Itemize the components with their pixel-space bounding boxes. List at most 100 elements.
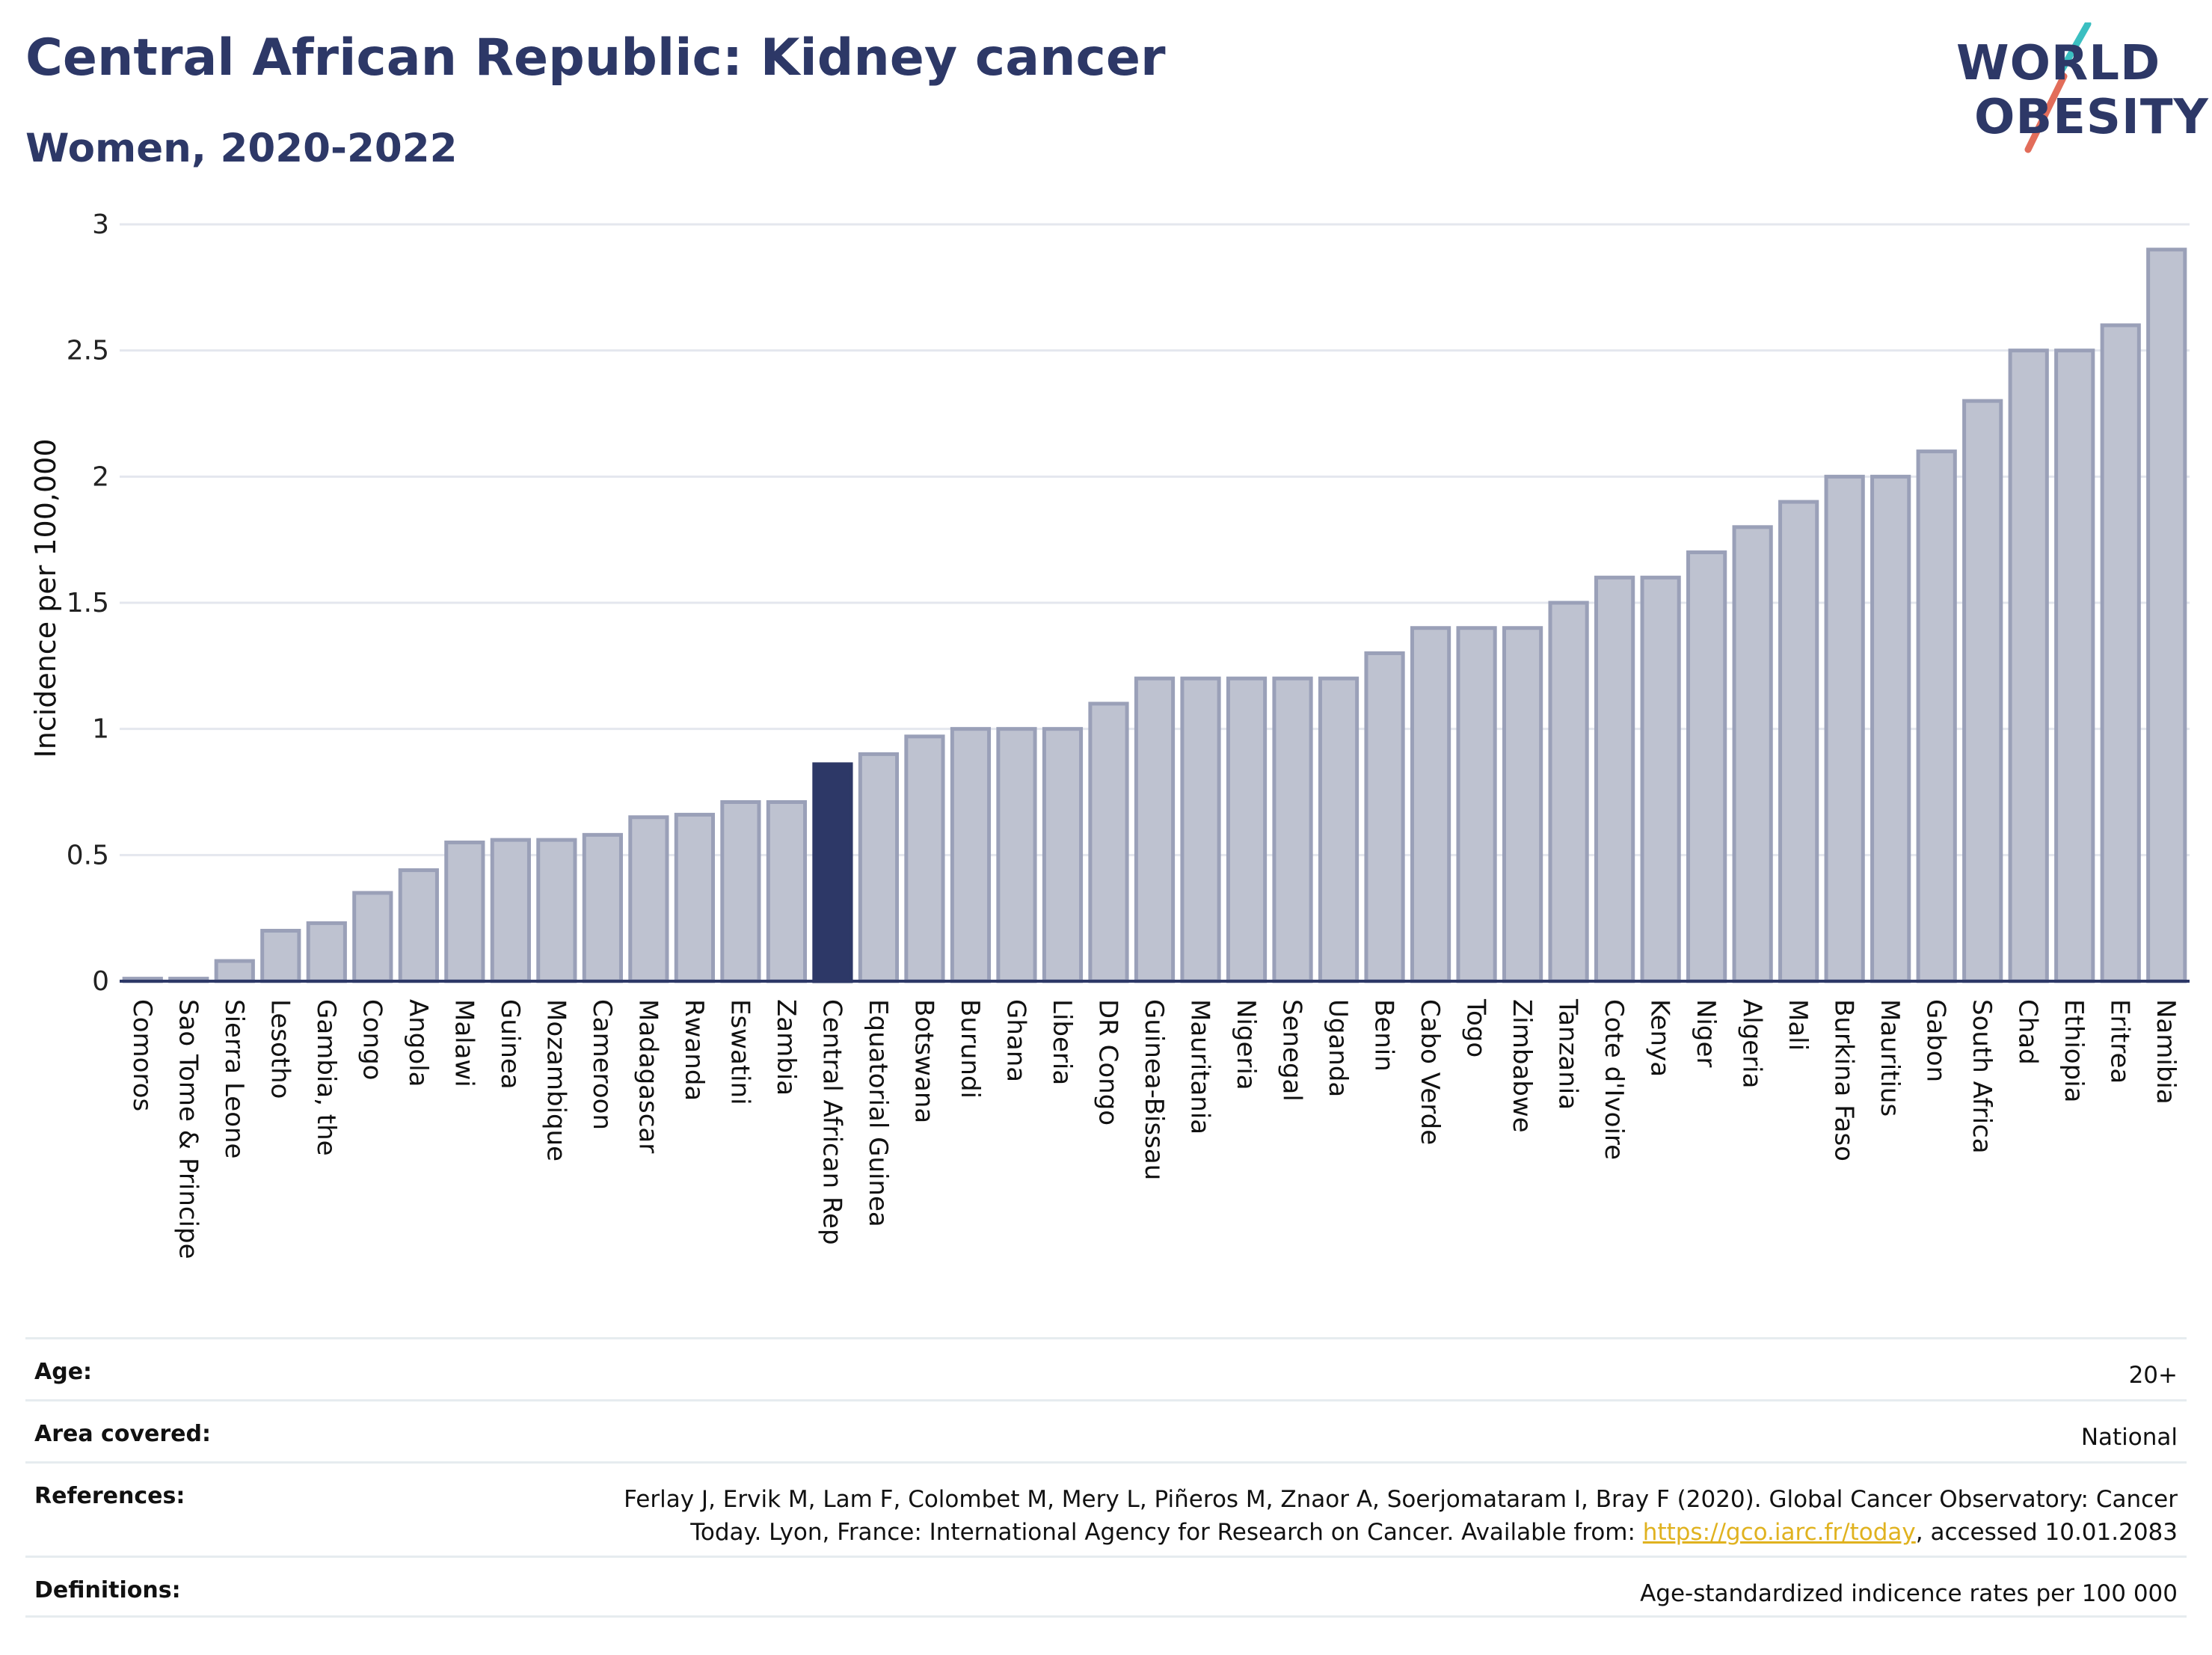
bar: [950, 727, 992, 983]
info-table: Age: 20+ Area covered: National Referenc…: [25, 1337, 2187, 1618]
bar: [1916, 449, 1957, 983]
x-tick-label: Malawi: [449, 999, 479, 1087]
bar: [352, 891, 393, 983]
x-tick-label: Namibia: [2151, 999, 2181, 1105]
x-tick-label: Comoros: [127, 999, 157, 1111]
info-row-area: Area covered: National: [25, 1399, 2187, 1461]
x-tick-label: Liberia: [1047, 999, 1077, 1085]
x-tick-label: Niger: [1691, 999, 1721, 1067]
bar: [996, 727, 1037, 983]
x-tick-label: Benin: [1369, 999, 1399, 1072]
bar: [1778, 500, 1819, 983]
x-tick-label: Lesotho: [265, 999, 295, 1099]
y-tick-label: 1.5: [67, 588, 109, 618]
bar: [1732, 525, 1773, 983]
x-tick-label: Mauritania: [1185, 999, 1215, 1134]
bar: [490, 838, 531, 983]
bar-highlighted: [812, 762, 853, 983]
bar: [398, 868, 439, 983]
bar: [444, 840, 485, 983]
info-row-definitions: Definitions: Age-standardized indicence …: [25, 1556, 2187, 1618]
references-link[interactable]: https://gco.iarc.fr/today: [1642, 1519, 1916, 1546]
bar: [674, 812, 715, 983]
definitions-value: Age-standardized indicence rates per 100…: [1640, 1580, 2178, 1607]
logo-slash-icon: [2024, 22, 2092, 153]
x-tick-label: Eswatini: [725, 999, 755, 1105]
bar-chart: 0 0.5 1 1.5 2 2.5 3 Comoros Sao Tome & Principe…: [29, 209, 2190, 1259]
bar: [1824, 474, 1865, 983]
x-tick-label: Cabo Verde: [1415, 999, 1445, 1145]
bar: [306, 921, 347, 983]
bar: [1134, 676, 1176, 983]
area-label: Area covered:: [34, 1421, 211, 1447]
x-tick-label: Botswana: [909, 999, 938, 1123]
logo-word-obesity: OBESITY: [1974, 90, 2209, 145]
x-tick-label: Burkina Faso: [1829, 999, 1859, 1161]
info-row-age: Age: 20+: [25, 1337, 2187, 1399]
bar: [260, 929, 301, 983]
bar: [2054, 348, 2095, 983]
bar: [214, 959, 255, 983]
y-axis-label: Incidence per 100,000: [29, 438, 62, 758]
bar: [1640, 575, 1681, 983]
references-accessed: , accessed 10.01.2083: [1915, 1519, 2178, 1546]
x-tick-label: Mali: [1783, 999, 1813, 1051]
x-tick-label: Cameroon: [587, 999, 617, 1130]
x-tick-label: Cote d'Ivoire: [1599, 999, 1629, 1160]
x-tick-label: Madagascar: [633, 999, 663, 1153]
x-tick-label: Angola: [403, 999, 433, 1087]
bar: [1318, 676, 1360, 983]
bar: [1042, 727, 1084, 983]
x-tick-label: Nigeria: [1231, 999, 1261, 1090]
y-tick-label: 0.5: [67, 840, 109, 871]
y-tick-labels: 0 0.5 1 1.5 2 2.5 3: [67, 209, 109, 997]
bar: [1456, 626, 1497, 983]
references-value: Ferlay J, Ervik M, Lam F, Colombet M, Me…: [607, 1483, 2178, 1549]
x-tick-label: Gabon: [1921, 999, 1951, 1082]
y-tick-label: 2: [92, 461, 109, 492]
x-tick-label: Mauritius: [1875, 999, 1905, 1117]
x-tick-label: Guinea-Bissau: [1139, 999, 1169, 1180]
x-tick-label: Ethiopia: [2059, 999, 2089, 1102]
y-tick-label: 1: [92, 714, 109, 745]
x-tick-label: Rwanda: [679, 999, 709, 1101]
bar: [1180, 676, 1221, 983]
bar: [766, 799, 808, 983]
bar: [1088, 701, 1129, 983]
x-tick-label: Gambia, the: [311, 999, 341, 1156]
bar: [536, 838, 577, 983]
x-tick-label: Sierra Leone: [219, 999, 249, 1158]
world-obesity-logo: WORLD OBESITY: [1944, 22, 2208, 165]
x-tick-label: Zambia: [771, 999, 801, 1096]
x-tick-label: Central African Rep: [817, 999, 847, 1245]
x-tick-label: Eritrea: [2105, 999, 2135, 1084]
x-tick-label: Togo: [1461, 998, 1491, 1057]
x-tick-label: Guinea: [495, 999, 525, 1090]
bar: [2100, 323, 2141, 983]
bar: [1502, 626, 1543, 983]
references-label: References:: [34, 1483, 185, 1509]
age-value: 20+: [2128, 1362, 2178, 1389]
bar: [1226, 676, 1268, 983]
bar: [2008, 348, 2049, 983]
x-tick-label: Zimbabwe: [1507, 999, 1537, 1133]
bar: [1594, 575, 1635, 983]
x-tick-label: Kenya: [1645, 999, 1675, 1077]
bar: [1548, 601, 1589, 983]
bars: [122, 248, 2187, 983]
x-tick-label: Congo: [357, 999, 387, 1080]
y-tick-label: 3: [92, 209, 109, 240]
bar: [1410, 626, 1451, 983]
page-title: Central African Republic: Kidney cancer: [25, 28, 1166, 87]
x-tick-label: Sao Tome & Principe: [173, 999, 203, 1259]
x-tick-label: South Africa: [1967, 999, 1997, 1154]
x-tick-label: Mozambique: [541, 999, 571, 1161]
bar: [904, 734, 945, 983]
x-tick-label: Chad: [2013, 999, 2043, 1065]
bar: [1962, 399, 2003, 983]
bar: [858, 752, 900, 983]
y-tick-label: 0: [92, 966, 109, 997]
x-tick-label: DR Congo: [1093, 999, 1122, 1126]
x-tick-label: Burundi: [955, 999, 985, 1099]
info-row-references: References: Ferlay J, Ervik M, Lam F, Co…: [25, 1461, 2187, 1556]
